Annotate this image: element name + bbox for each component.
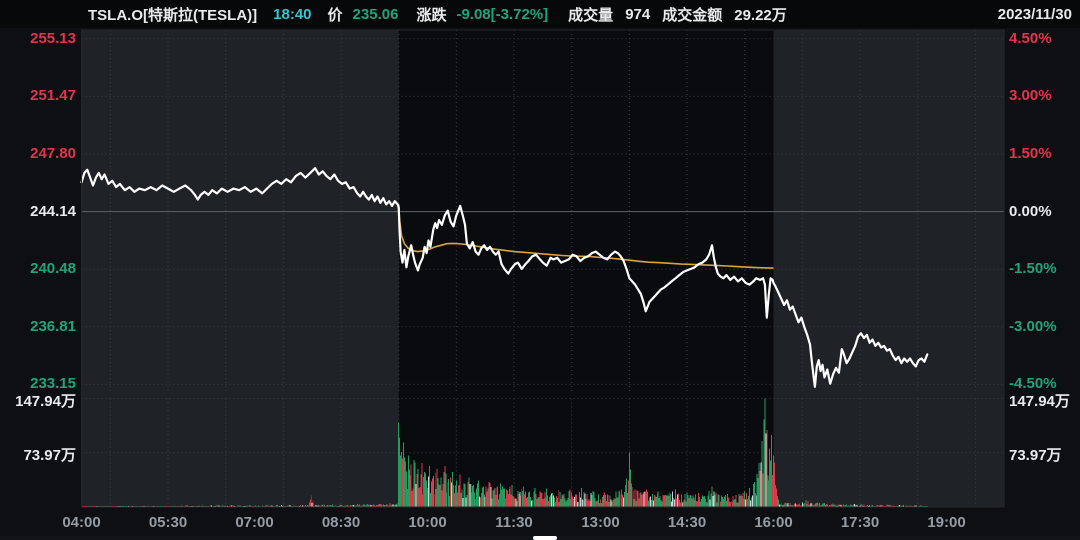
quote-date: 2023/11/30: [997, 5, 1072, 23]
quote-header: TSLA.O[特斯拉(TESLA)] 18:40 价 235.06 涨跌 -9.…: [0, 0, 1080, 28]
volume-label: 成交量: [568, 6, 614, 24]
h-scrollbar-thumb[interactable]: [533, 536, 557, 540]
quote-time: 18:40: [273, 5, 312, 23]
turnover-label: 成交金额: [662, 6, 723, 24]
pane-border: [81, 29, 1005, 508]
last-price: 235.06: [352, 5, 399, 23]
price-label: 价: [327, 6, 343, 24]
volume-bars: [81, 398, 928, 507]
session-backgrounds: [81, 30, 1005, 507]
symbol-name: TSLA.O[特斯拉(TESLA)]: [88, 6, 258, 24]
price-line: [80, 167, 929, 388]
turnover-value: 29.22万: [734, 6, 787, 24]
grid: [81, 30, 1005, 507]
change-value: -9.08[-3.72%]: [456, 5, 549, 23]
change-label: 涨跌: [416, 6, 447, 24]
volume-value: 974: [625, 5, 651, 23]
